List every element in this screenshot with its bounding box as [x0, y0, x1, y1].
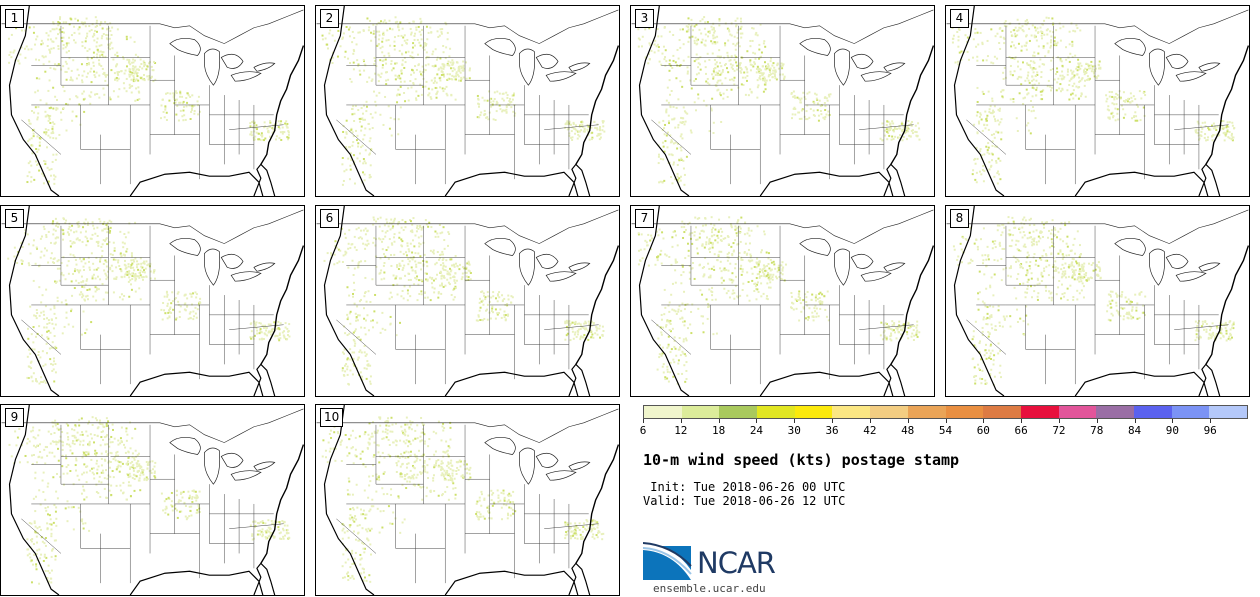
colorbar-swatch: [1133, 406, 1172, 418]
map-canvas: [316, 405, 619, 595]
colorbar-tick: [869, 419, 871, 423]
member-label: 5: [5, 209, 24, 228]
colorbar-swatch: [832, 406, 871, 418]
colorbar-tick: [1058, 419, 1060, 423]
valid-time: Valid: Tue 2018-06-26 12 UTC: [643, 494, 846, 508]
colorbar-tick-label: 48: [901, 424, 915, 437]
member-label: 4: [950, 9, 969, 28]
init-time: Init: Tue 2018-06-26 00 UTC: [643, 480, 846, 494]
member-label: 2: [320, 9, 339, 28]
logo-wordmark: NCAR: [697, 546, 776, 580]
member-panel-7: 7: [630, 205, 935, 397]
map-canvas: [1, 405, 304, 595]
colorbar-tick-label: 36: [825, 424, 839, 437]
colorbar-tick: [1021, 419, 1023, 423]
member-panel-4: 4: [945, 5, 1250, 197]
colorbar-swatch: [757, 406, 795, 418]
colorbar-labels: 6 12 18 24 30 36 42 48 54 60 66 72 78 84 90 96: [639, 424, 1248, 438]
member-label: 8: [950, 209, 969, 228]
colorbar-tick-label: 90: [1165, 424, 1179, 437]
colorbar-tick: [983, 419, 985, 423]
member-label: 3: [635, 9, 654, 28]
map-canvas: [946, 206, 1249, 396]
member-panel-10: 10: [315, 404, 620, 596]
colorbar-tick: [643, 419, 644, 423]
map-canvas: [316, 6, 619, 196]
ncar-logo: NCAR: [642, 540, 793, 584]
colorbar-swatch: [907, 406, 946, 418]
colorbar-swatch: [719, 406, 758, 418]
colorbar-swatch: [1171, 406, 1210, 418]
member-panel-5: 5: [0, 205, 305, 397]
colorbar-swatch: [1096, 406, 1134, 418]
colorbar-tick-label: 66: [1014, 424, 1028, 437]
colorbar-tick: [1210, 419, 1212, 423]
figure-title: 10-m wind speed (kts) postage stamp: [643, 451, 960, 469]
colorbar-swatch: [1058, 406, 1097, 418]
member-label: 1: [5, 9, 24, 28]
colorbar-ticks: [643, 419, 1248, 423]
colorbar: [643, 405, 1248, 419]
colorbar-tick: [794, 419, 796, 423]
colorbar-tick-label: 30: [787, 424, 801, 437]
colorbar-tick: [907, 419, 909, 423]
colorbar-swatch: [1209, 406, 1247, 418]
colorbar-swatch: [1020, 406, 1059, 418]
map-canvas: [631, 206, 934, 396]
colorbar-tick: [1172, 419, 1174, 423]
colorbar-tick: [718, 419, 720, 423]
colorbar-tick-label: 42: [863, 424, 877, 437]
colorbar-tick-label: 78: [1090, 424, 1104, 437]
colorbar-tick-label: 12: [674, 424, 688, 437]
colorbar-swatch: [644, 406, 682, 418]
colorbar-tick-label: 18: [712, 424, 726, 437]
colorbar-tick: [832, 419, 834, 423]
member-label: 6: [320, 209, 339, 228]
colorbar-swatch: [945, 406, 984, 418]
map-canvas: [946, 6, 1249, 196]
colorbar-tick: [945, 419, 947, 423]
colorbar-tick-label: 24: [749, 424, 764, 437]
colorbar-tick-label: 96: [1203, 424, 1217, 437]
colorbar-swatch: [870, 406, 908, 418]
map-canvas: [631, 6, 934, 196]
ncar-swoosh-icon: [642, 542, 692, 580]
map-canvas: [1, 6, 304, 196]
member-label: 10: [320, 408, 344, 427]
member-panel-9: 9: [0, 404, 305, 596]
colorbar-swatch: [794, 406, 833, 418]
member-label: 7: [635, 209, 654, 228]
colorbar-tick: [1134, 419, 1136, 423]
map-canvas: [1, 206, 304, 396]
colorbar-tick: [756, 419, 758, 423]
colorbar-tick-label: 72: [1052, 424, 1066, 437]
colorbar-swatch: [681, 406, 720, 418]
colorbar-tick-label: 84: [1127, 424, 1142, 437]
colorbar-tick: [680, 419, 682, 423]
member-panel-2: 2: [315, 5, 620, 197]
site-url: ensemble.ucar.edu: [653, 582, 766, 595]
member-panel-6: 6: [315, 205, 620, 397]
colorbar-tick-label: 60: [976, 424, 990, 437]
member-panel-1: 1: [0, 5, 305, 197]
member-label: 9: [5, 408, 24, 427]
colorbar-tick-label: 54: [938, 424, 953, 437]
map-canvas: [316, 206, 619, 396]
member-panel-8: 8: [945, 205, 1250, 397]
member-panel-3: 3: [630, 5, 935, 197]
colorbar-tick-label: 6: [639, 424, 647, 437]
colorbar-tick: [1096, 419, 1098, 423]
colorbar-swatch: [983, 406, 1021, 418]
